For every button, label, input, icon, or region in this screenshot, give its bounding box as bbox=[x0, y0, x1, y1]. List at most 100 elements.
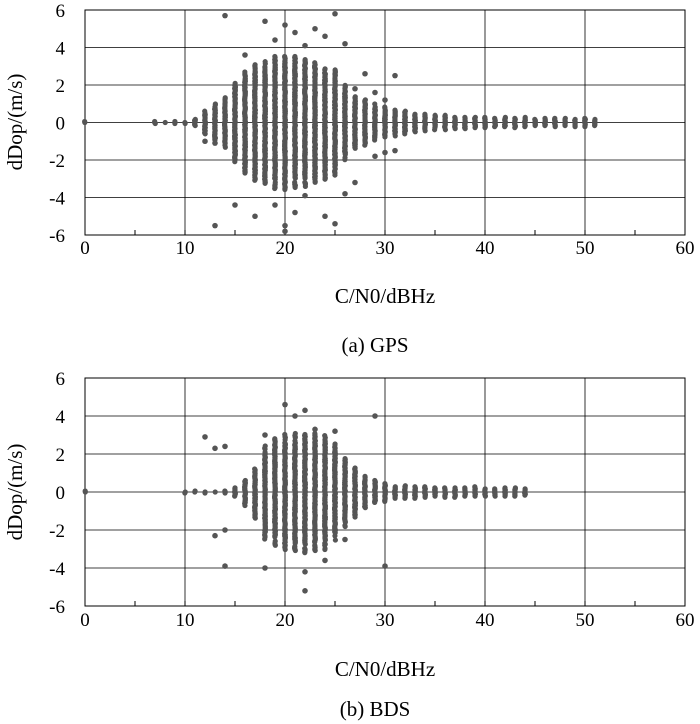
bds-data-point bbox=[232, 485, 238, 491]
bds-data-point bbox=[392, 484, 398, 490]
bds-caption: (b) BDS bbox=[340, 697, 411, 721]
gps-data-point bbox=[462, 114, 468, 120]
gps-data-point bbox=[262, 59, 268, 65]
gps-data-point bbox=[382, 104, 388, 110]
bds-outlier-point bbox=[282, 401, 288, 408]
bds-x-tick-label: 0 bbox=[80, 610, 90, 631]
gps-outlier-point bbox=[352, 85, 358, 92]
bds-data-point bbox=[192, 488, 198, 494]
gps-data-point bbox=[542, 115, 548, 121]
gps-data-point bbox=[222, 95, 228, 101]
gps-outlier-point bbox=[212, 140, 218, 146]
bds-x-tick-label: 30 bbox=[376, 610, 395, 631]
gps-outlier-point bbox=[302, 42, 308, 49]
gps-x-tick-label: 10 bbox=[176, 238, 195, 259]
gps-outlier-point bbox=[352, 179, 358, 186]
bds-data-point bbox=[452, 485, 458, 491]
bds-y-tick-label: 0 bbox=[56, 483, 66, 504]
gps-outlier-point bbox=[312, 25, 318, 32]
gps-outlier-point bbox=[222, 12, 228, 19]
bds-data-point bbox=[432, 485, 438, 491]
bds-data-point bbox=[472, 484, 478, 490]
bds-data-point bbox=[412, 484, 418, 490]
gps-data-point bbox=[562, 115, 568, 121]
gps-x-tick-label: 50 bbox=[576, 238, 595, 259]
gps-data-point bbox=[402, 108, 408, 114]
bds-panel: 0 10 20 30 40 50 60 -6 -4 -2 0 2 4 6 C/N0/dBHz dDop/(… bbox=[3, 369, 695, 721]
gps-data-point bbox=[372, 101, 378, 107]
gps-outlier-point bbox=[322, 213, 328, 220]
bds-y-tick-label: 4 bbox=[56, 407, 66, 428]
gps-panel: 0 10 20 30 40 50 60 -6 -4 -2 0 2 4 6 C/N0/dBHz dDop/(… bbox=[3, 1, 695, 357]
gps-outlier-point bbox=[332, 10, 338, 17]
bds-y-tick-label: -2 bbox=[49, 521, 65, 542]
bds-data-point bbox=[372, 477, 378, 484]
gps-data-point bbox=[292, 53, 298, 60]
gps-outlier-point bbox=[262, 18, 268, 25]
gps-data-point bbox=[332, 67, 338, 73]
gps-outlier-point bbox=[392, 147, 398, 154]
gps-outlier-point bbox=[292, 29, 298, 36]
gps-outlier-point bbox=[392, 72, 398, 79]
gps-outlier-point bbox=[252, 213, 258, 220]
gps-outlier-point bbox=[282, 22, 288, 28]
bds-outlier-point bbox=[202, 434, 208, 440]
gps-outlier-point bbox=[332, 220, 338, 227]
bds-outlier-point bbox=[222, 527, 228, 533]
gps-y-tick-label: -2 bbox=[49, 151, 65, 172]
gps-data-point bbox=[422, 111, 428, 117]
gps-outlier-point bbox=[232, 202, 238, 208]
gps-data-point bbox=[592, 116, 598, 123]
gps-caption: (a) GPS bbox=[341, 333, 408, 357]
bds-outlier-point bbox=[302, 407, 308, 414]
bds-data-point bbox=[282, 431, 288, 438]
bds-outlier-point bbox=[292, 413, 298, 419]
bds-outlier-point bbox=[262, 432, 268, 438]
gps-data-point bbox=[502, 114, 508, 120]
gps-outlier-point bbox=[202, 138, 208, 145]
bds-outlier-point bbox=[302, 569, 308, 575]
gps-outlier-point bbox=[242, 52, 248, 58]
bds-x-tick-label: 10 bbox=[176, 610, 195, 631]
gps-y-axis-title: dDop/(m/s) bbox=[3, 74, 27, 171]
gps-outlier-point bbox=[362, 70, 368, 77]
gps-y-tick-label: 4 bbox=[56, 39, 66, 60]
gps-data-point bbox=[532, 116, 538, 123]
gps-data-point bbox=[302, 179, 308, 185]
bds-data-point bbox=[332, 441, 338, 447]
bds-outlier-point bbox=[302, 588, 308, 594]
bds-outlier-point bbox=[222, 443, 228, 450]
bds-outlier-point bbox=[382, 563, 388, 569]
bds-data-point bbox=[462, 485, 468, 491]
gps-outlier-point bbox=[272, 37, 278, 43]
bds-y-tick-label: 6 bbox=[56, 369, 66, 390]
bds-data-point bbox=[482, 486, 488, 492]
bds-data-point bbox=[332, 537, 338, 543]
gps-outlier-point bbox=[282, 222, 288, 229]
bds-data-point bbox=[312, 430, 318, 437]
gps-data-point bbox=[362, 97, 368, 103]
gps-data-point bbox=[392, 107, 398, 113]
gps-outlier-point bbox=[192, 117, 198, 124]
gps-grid bbox=[84, 9, 686, 236]
bds-data-point bbox=[222, 488, 228, 494]
bds-data-point bbox=[272, 538, 278, 544]
bds-data-point bbox=[302, 545, 308, 552]
bds-x-tick-label: 20 bbox=[276, 610, 295, 631]
gps-outlier-point bbox=[302, 192, 308, 199]
gps-points bbox=[82, 10, 598, 235]
gps-outlier-point bbox=[322, 33, 328, 40]
gps-outlier-point bbox=[372, 153, 378, 160]
bds-data-point bbox=[262, 443, 268, 449]
gps-data-point bbox=[472, 114, 478, 120]
gps-data-point bbox=[492, 115, 498, 121]
bds-x-tick-label: 60 bbox=[676, 610, 695, 631]
gps-data-point bbox=[312, 60, 318, 66]
bds-data-point bbox=[362, 473, 368, 479]
bds-x-axis-title: C/N0/dBHz bbox=[335, 657, 435, 681]
bds-data-point bbox=[242, 477, 248, 484]
bds-outlier-point bbox=[332, 428, 338, 435]
bds-tick-labels: 0 10 20 30 40 50 60 -6 -4 -2 0 2 4 6 bbox=[49, 369, 694, 631]
gps-data-point bbox=[352, 94, 358, 100]
gps-data-point bbox=[172, 118, 178, 125]
